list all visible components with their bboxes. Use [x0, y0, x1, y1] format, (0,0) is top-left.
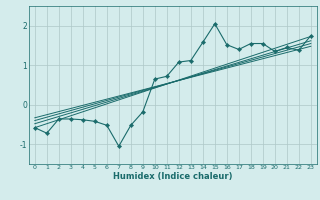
X-axis label: Humidex (Indice chaleur): Humidex (Indice chaleur) — [113, 172, 233, 181]
